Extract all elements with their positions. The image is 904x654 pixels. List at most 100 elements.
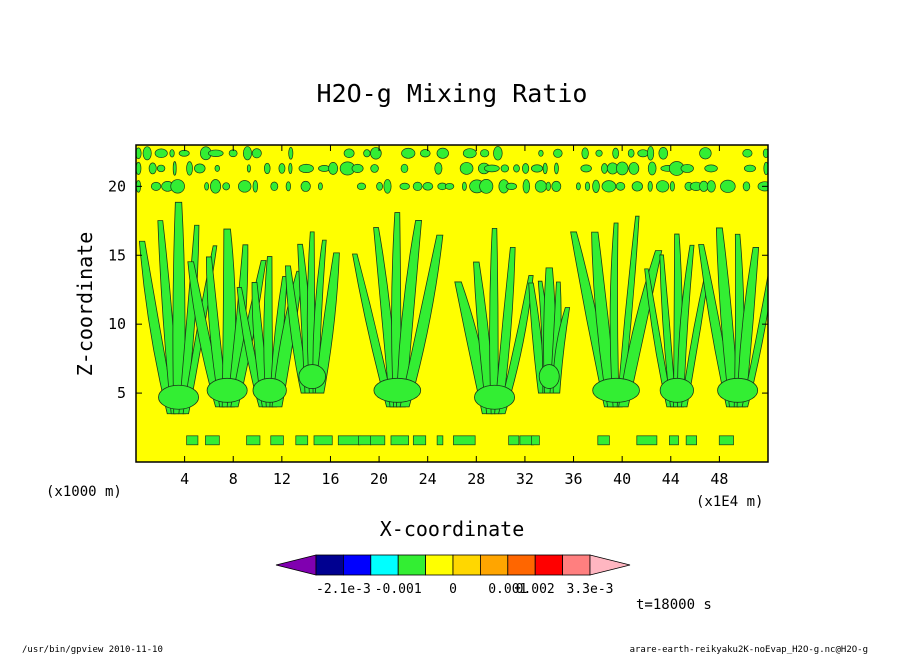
upper-band-patch [136, 161, 142, 175]
upper-band-patch [461, 181, 467, 191]
chart-title: H2O-g Mixing Ratio [317, 79, 588, 108]
upper-band-patch [647, 181, 653, 192]
upper-band-patch [628, 162, 640, 175]
upper-band-patch [270, 181, 279, 192]
surface-band-patch [412, 435, 427, 446]
upper-band-patch [522, 179, 531, 194]
upper-band-patch [436, 147, 449, 159]
surface-band-patch [685, 435, 697, 446]
plume-base [373, 377, 422, 403]
colorbar-segment [342, 554, 372, 576]
x-tick-label: 4 [180, 470, 189, 488]
surface-band-patch [295, 435, 309, 446]
upper-band-patch [553, 148, 563, 158]
x-tick-label: 20 [370, 470, 388, 488]
upper-band-patch [288, 162, 293, 175]
upper-band-patch [156, 164, 166, 173]
upper-band-patch [419, 149, 431, 158]
plume-streak [736, 247, 760, 408]
plot-area [135, 144, 769, 463]
upper-band-patch [412, 181, 423, 191]
colorbar-segment [507, 554, 536, 576]
upper-band-patch [576, 182, 581, 191]
y-axis-label: Z-coordinate [73, 232, 97, 377]
upper-band-patch [763, 161, 768, 176]
upper-band-patch [210, 179, 221, 194]
upper-band-patch [479, 179, 494, 194]
surface-band-patch [636, 435, 658, 446]
upper-band-patch [208, 149, 224, 157]
surface-band-patch [186, 435, 199, 446]
upper-band-patch [401, 147, 416, 159]
plume-base [659, 377, 694, 403]
colorbar-segment [452, 554, 481, 576]
y-tick-label: 15 [108, 246, 126, 264]
upper-band-patch [252, 180, 258, 193]
colorbar-legend [275, 554, 631, 576]
upper-band-patch [551, 180, 562, 192]
surface-band-patch [597, 435, 610, 446]
upper-band-patch [542, 162, 548, 175]
upper-band-patch [170, 179, 185, 194]
upper-band-patch [480, 149, 490, 158]
plume-streak [314, 252, 340, 394]
upper-band-patch [612, 147, 619, 159]
upper-band-patch [538, 149, 544, 157]
colorbar-label: 3.3e-3 [567, 582, 614, 597]
upper-band-patch [743, 164, 756, 173]
upper-band-patch [238, 180, 252, 193]
upper-band-patch [637, 149, 649, 158]
upper-band-patch [242, 146, 252, 161]
upper-band-patch [616, 161, 629, 176]
upper-band-patch [370, 147, 382, 160]
upper-band-patch [627, 148, 635, 158]
upper-band-patch [194, 163, 206, 174]
upper-band-patch [298, 163, 314, 173]
colorbar-high-triangle [589, 554, 631, 576]
x-tick-label: 44 [662, 470, 680, 488]
upper-band-patch [720, 179, 736, 193]
upper-band-patch [522, 163, 530, 174]
colorbar-segment [534, 554, 564, 576]
upper-band-patch [136, 147, 142, 160]
x-unit-right: (x1E4 m) [696, 494, 763, 510]
colorbar-low-triangle [275, 554, 317, 576]
surface-band-patch [531, 435, 540, 446]
x-tick-label: 48 [710, 470, 728, 488]
plume-streak [677, 244, 695, 408]
plume-base [298, 364, 327, 389]
upper-band-patch [148, 162, 157, 175]
footer-right: arare-earth-reikyaku2K-noEvap_H2O-g.nc@H… [630, 645, 868, 654]
upper-band-patch [631, 181, 643, 192]
upper-band-patch [169, 149, 175, 158]
colorbar-label: -2.1e-3 [316, 582, 371, 597]
colorbar-segment [370, 554, 399, 576]
upper-band-patch [500, 164, 509, 173]
colorbar-segment [315, 554, 344, 576]
x-axis-label: X-coordinate [380, 517, 525, 541]
upper-band-patch [592, 179, 600, 193]
x-tick-label: 36 [565, 470, 583, 488]
colorbar-label: 0.001 [488, 582, 527, 597]
upper-band-patch [154, 148, 168, 159]
upper-band-patch [647, 146, 655, 161]
upper-band-patch [505, 182, 517, 190]
surface-band-patch [669, 435, 679, 446]
upper-band-patch [318, 182, 323, 191]
upper-band-patch [376, 182, 383, 191]
upper-band-patch [278, 163, 286, 174]
plume-streak [741, 272, 768, 408]
y-tick-label: 20 [108, 177, 126, 195]
upper-band-patch [530, 164, 544, 173]
upper-band-patch [459, 162, 474, 175]
upper-band-patch [343, 148, 355, 158]
surface-band-patch [270, 435, 284, 446]
upper-band-patch [647, 161, 657, 176]
footer-left: /usr/bin/gpview 2010-11-10 [22, 645, 163, 654]
upper-band-patch [742, 181, 751, 192]
upper-band-patch [263, 162, 271, 175]
upper-band-patch [581, 147, 589, 160]
x-tick-label: 24 [419, 470, 437, 488]
x-tick-label: 12 [273, 470, 291, 488]
